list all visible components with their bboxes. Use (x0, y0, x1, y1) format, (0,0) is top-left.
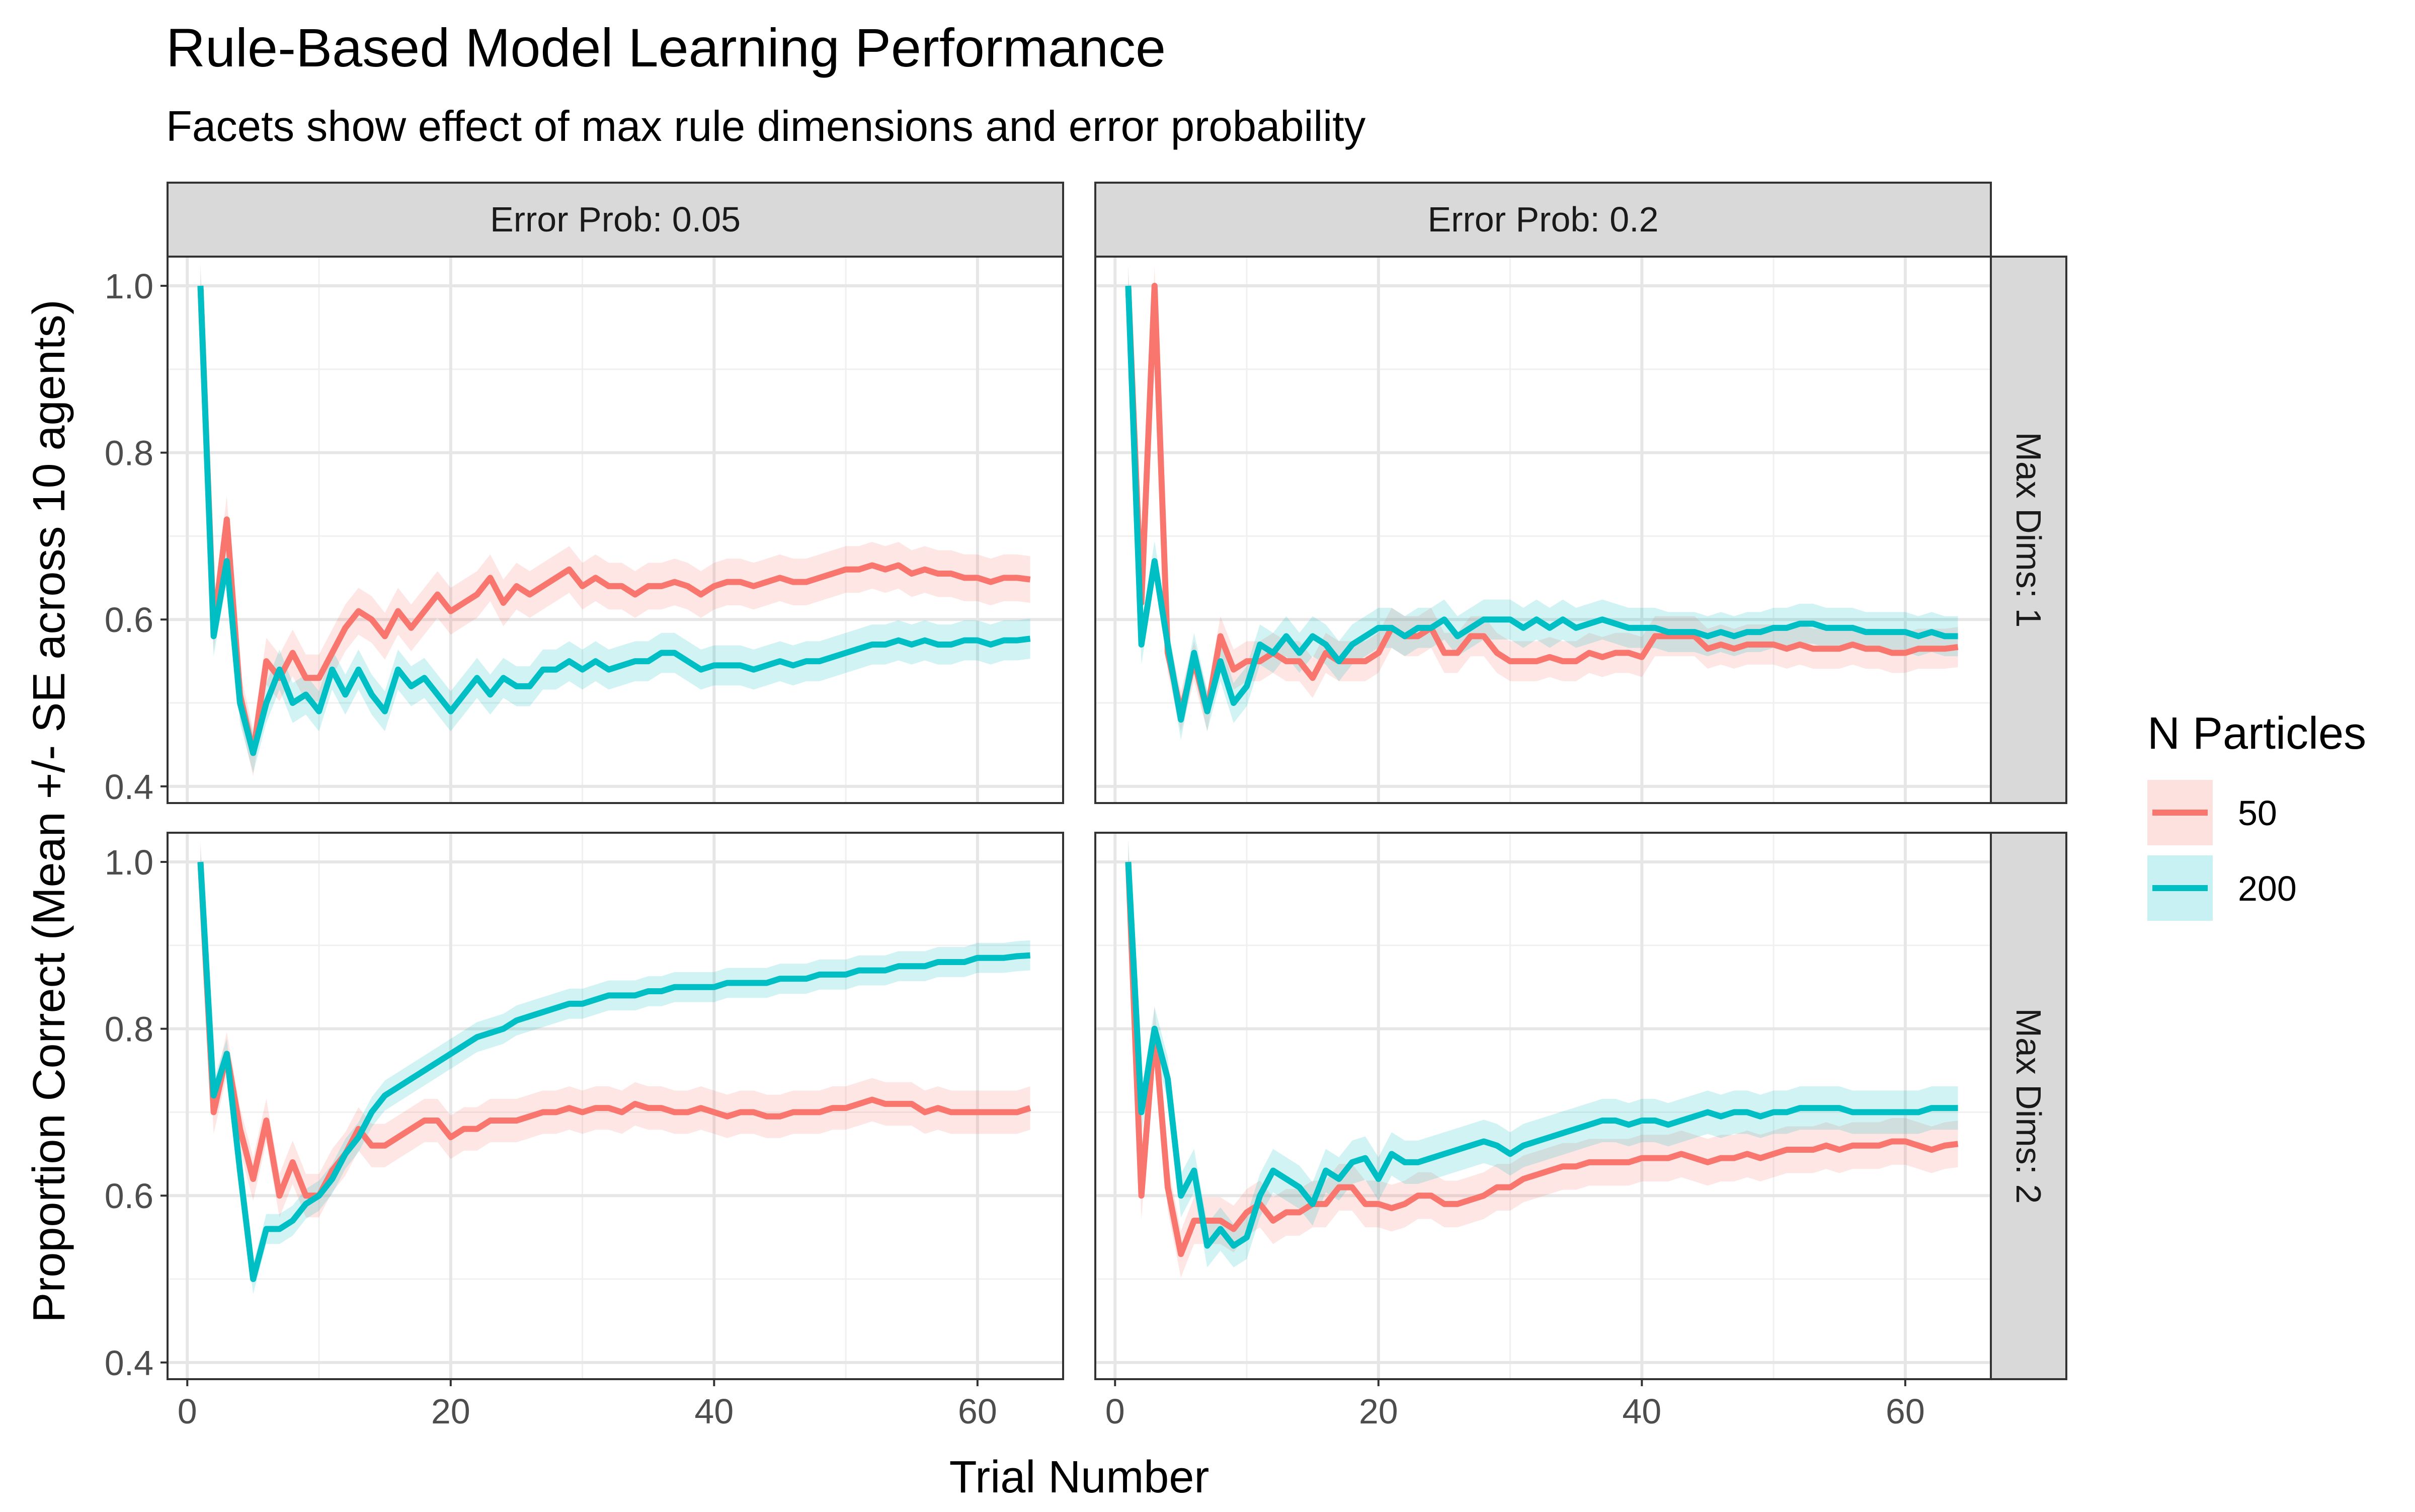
x-axis-title: Trial Number (949, 1452, 1210, 1502)
y-tick-label: 0.4 (105, 767, 153, 807)
strip-col-1 (167, 182, 1064, 258)
se-ribbon-200 (1128, 266, 1958, 740)
strip-col-2 (1094, 182, 1992, 258)
strip-row-2 (1990, 832, 2067, 1380)
panel-1-2 (1094, 256, 1992, 804)
series-line-200 (1125, 861, 1958, 1249)
strip-row-2-label: Max Dims: 2 (2009, 1008, 2048, 1204)
series-line-50 (1125, 861, 1959, 1257)
x-tick-label: 20 (431, 1392, 470, 1431)
y-tick-label: 1.0 (105, 267, 153, 306)
strip-col-2-label: Error Prob: 0.2 (1427, 200, 1658, 239)
legend-title: N Particles (2147, 708, 2366, 759)
x-tick-label: 40 (694, 1392, 734, 1431)
strip-row-1-label: Max Dims: 1 (2009, 432, 2048, 628)
panel-border (167, 832, 1064, 1380)
y-tick-label: 0.4 (105, 1343, 153, 1383)
chart-title: Rule-Based Model Learning Performance (166, 17, 1166, 78)
panel-border (1094, 256, 1992, 804)
y-tick-label: 0.6 (105, 1176, 153, 1216)
x-tick-label: 20 (1359, 1392, 1398, 1431)
y-axis-title: Proportion Correct (Mean +/- SE across 1… (24, 299, 74, 1322)
panels-layer: 0.4 0.6 0.8 1.0 0.4 0.6 0.8 1.0 0 20 40 60 0 20 40 60 (105, 256, 1992, 1431)
series-line-200 (1125, 285, 1958, 723)
legend-label-200: 200 (2238, 869, 2297, 908)
strip-row-1 (1990, 256, 2067, 804)
y-tick-label: 1.0 (105, 843, 153, 882)
series-line-50 (197, 285, 1031, 756)
y-tick-label: 0.8 (105, 434, 153, 473)
x-tick-label: 60 (958, 1392, 997, 1431)
y-tick-label: 0.6 (105, 600, 153, 640)
panel-2-2: 0 20 40 60 (1094, 832, 1992, 1431)
series-line-50 (1125, 283, 1959, 714)
panel-1-1: 0.4 0.6 0.8 1.0 (105, 256, 1064, 807)
se-ribbon-200 (1128, 840, 1958, 1267)
x-tick-label: 0 (178, 1392, 197, 1431)
x-tick-label: 40 (1622, 1392, 1661, 1431)
panel-border (1094, 832, 1992, 1380)
chart-subtitle: Facets show effect of max rule dimension… (166, 103, 1366, 150)
legend: N Particles 50 200 (2147, 708, 2366, 921)
series-line-200 (197, 285, 1031, 756)
panel-2-1: 0.4 0.6 0.8 1.0 0 20 40 60 (105, 832, 1064, 1431)
x-tick-label: 60 (1886, 1392, 1925, 1431)
panel-background (1095, 257, 1991, 803)
se-ribbon-200 (200, 266, 1030, 773)
legend-label-50: 50 (2238, 793, 2277, 833)
se-ribbon-50 (200, 840, 1030, 1218)
y-tick-label: 0.8 (105, 1010, 153, 1049)
se-ribbon-50 (1128, 838, 1958, 1278)
x-tick-label: 0 (1105, 1392, 1125, 1431)
series-line-200 (197, 861, 1030, 1283)
panel-background (168, 257, 1063, 803)
panel-border (167, 256, 1064, 804)
strip-col-1-label: Error Prob: 0.05 (490, 200, 741, 239)
